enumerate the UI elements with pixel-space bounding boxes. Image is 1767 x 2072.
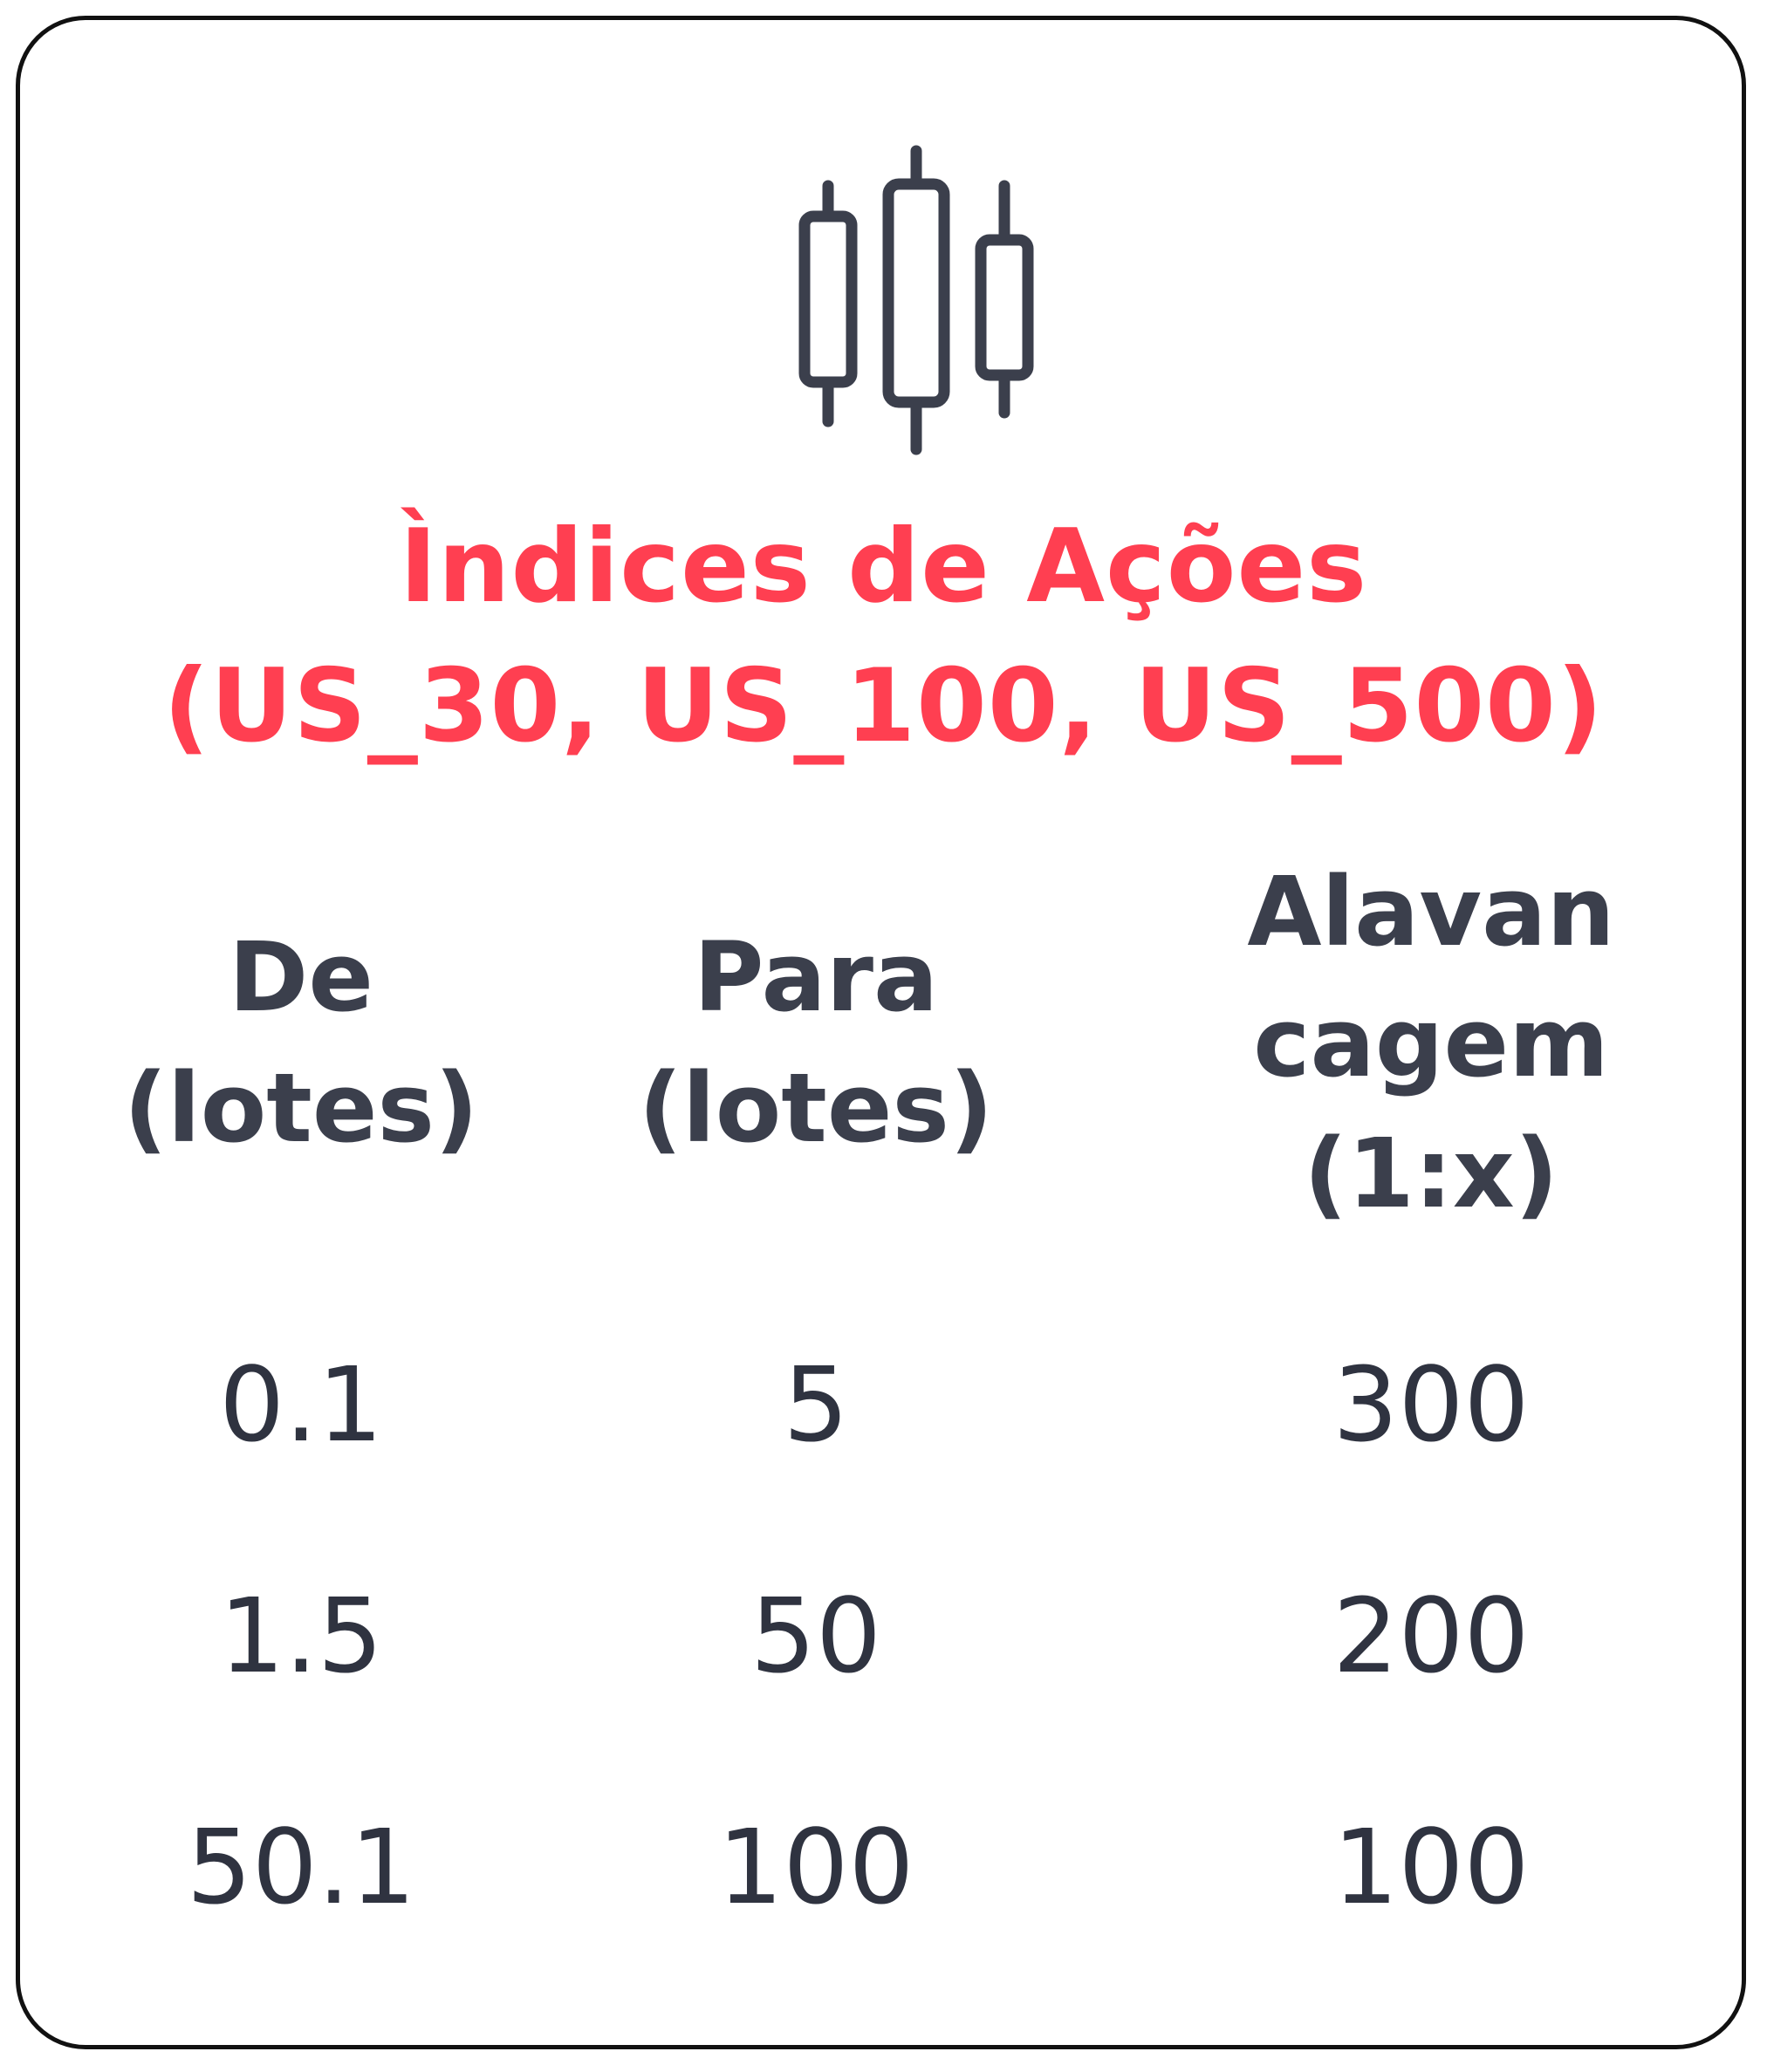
candlestick-chart-icon xyxy=(792,142,1041,461)
section-subtitle: (US_30, US_100, US_500) xyxy=(163,647,1604,765)
column-header-to: Para (lotes) xyxy=(637,912,995,1173)
header-line: (lotes) xyxy=(638,1052,994,1164)
table-cell-to: 50 xyxy=(750,1576,882,1696)
header-line: Alavan xyxy=(1247,856,1615,968)
table-cell-to: 100 xyxy=(717,1807,914,1927)
header-line: Para xyxy=(693,921,939,1033)
section-title: Ìndices de Ações xyxy=(399,508,1368,626)
leverage-card xyxy=(16,16,1746,2049)
table-cell-leverage: 300 xyxy=(1332,1344,1530,1465)
table-cell-leverage: 100 xyxy=(1332,1807,1530,1927)
column-header-from: De (lotes) xyxy=(122,912,480,1173)
header-line: (lotes) xyxy=(123,1052,479,1164)
table-cell-from: 50.1 xyxy=(186,1807,416,1927)
table-cell-from: 1.5 xyxy=(219,1576,383,1696)
header-line: De xyxy=(229,921,373,1033)
column-header-leverage: Alavan cagem (1:x) xyxy=(1239,846,1623,1239)
header-line: (1:x) xyxy=(1303,1118,1559,1229)
header-line: cagem xyxy=(1253,987,1609,1098)
table-cell-from: 0.1 xyxy=(219,1344,383,1465)
table-cell-leverage: 200 xyxy=(1332,1576,1530,1696)
table-cell-to: 5 xyxy=(783,1344,849,1465)
